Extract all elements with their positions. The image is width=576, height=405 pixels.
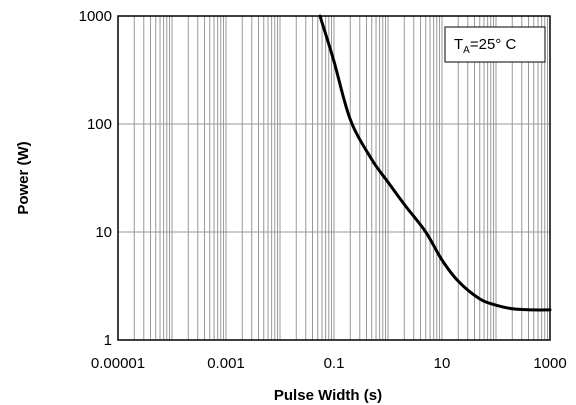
annotation-suffix: =25° C: [470, 36, 517, 53]
plot-frame: [117, 15, 551, 341]
y-tick-label: 1: [104, 332, 112, 349]
x-tick-label: 0.00001: [91, 355, 145, 372]
x-tick-label: 1000: [533, 355, 566, 372]
y-tick-label: 100: [87, 116, 112, 133]
x-tick-label: 0.1: [324, 355, 345, 372]
annotation-text: TA=25° C: [454, 36, 516, 56]
temperature-annotation: TA=25° C: [444, 26, 546, 63]
y-axis-title: Power (W): [15, 141, 32, 214]
annotation-prefix: T: [454, 36, 463, 53]
grid-lines: [117, 16, 550, 340]
y-tick-label: 10: [95, 224, 112, 241]
x-axis-title: Pulse Width (s): [274, 387, 382, 404]
x-tick-label: 0.001: [207, 355, 245, 372]
x-tick-label: 10: [434, 355, 451, 372]
annotation-subscript: A: [463, 45, 470, 56]
series-layer: [318, 14, 552, 312]
tick-labels: 0.00001 0.001 0.1 10 1000 1 10 100 1000: [79, 8, 567, 372]
series-line: [318, 14, 552, 312]
y-tick-label: 1000: [79, 8, 112, 25]
annotation-box-frame: [444, 26, 546, 63]
